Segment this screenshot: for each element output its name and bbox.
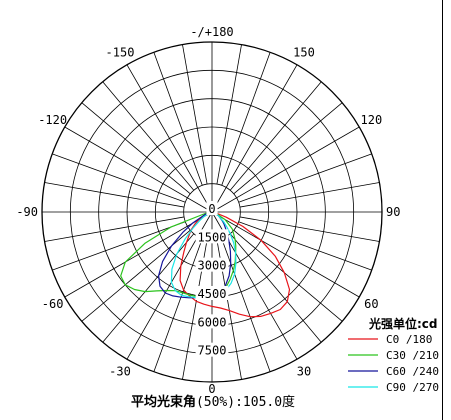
angle-label: 150 xyxy=(293,46,315,60)
angular-gridline xyxy=(153,238,203,372)
angle-label: -150 xyxy=(106,46,135,60)
beam-angle-footer: 平均光束角(50%):105.0度 xyxy=(131,394,295,410)
radial-label-bg xyxy=(195,229,229,244)
angular-gridline xyxy=(221,52,271,186)
angular-gridline xyxy=(52,153,186,203)
radial-label-bg xyxy=(195,286,229,300)
angular-gridline xyxy=(211,64,298,213)
radial-label-bg xyxy=(206,201,218,215)
radial-tick-label: 0 xyxy=(208,202,215,216)
angle-label: -120 xyxy=(38,113,67,127)
angular-gridline xyxy=(233,102,343,195)
frame-right-edge xyxy=(442,0,443,420)
radial-tick-label: 1500 xyxy=(198,230,227,244)
angular-gridline xyxy=(233,229,343,322)
angle-label: -30 xyxy=(109,364,131,378)
angular-gridline xyxy=(216,44,242,185)
angle-label: 90 xyxy=(386,205,400,219)
angular-gridline xyxy=(44,216,185,242)
angle-labels: -/+180 150 -150 120 -120 90 -90 60 -60 30 -30 0 xyxy=(16,25,400,396)
legend-entry: C0 /180 xyxy=(386,333,432,346)
angular-gridline xyxy=(52,221,186,271)
beam-angle-prefix: 平均光束角 xyxy=(131,394,196,410)
legend-entry: C60 /240 xyxy=(386,365,439,378)
angular-gridline xyxy=(239,182,380,208)
angular-gridline xyxy=(44,182,185,208)
angular-gridline xyxy=(229,233,322,343)
angle-label: -60 xyxy=(42,297,64,311)
angle-label: -90 xyxy=(16,205,38,219)
legend: 光强单位:cd C0 /180 C30 /210 C60 /240 C90 /270 xyxy=(348,316,439,394)
radial-label-bg xyxy=(195,257,229,272)
radial-tick-label: 6000 xyxy=(198,315,227,329)
radial-tick-label: 3000 xyxy=(198,259,227,273)
legend-entry: C90 /270 xyxy=(386,381,439,394)
angle-label: 120 xyxy=(361,113,383,127)
angular-gridline xyxy=(102,81,195,191)
angle-label: 0 xyxy=(208,382,215,396)
beam-angle-value: :105.0度 xyxy=(235,394,295,410)
radial-tick-label: 7500 xyxy=(198,344,227,358)
angle-label: 60 xyxy=(364,297,378,311)
angular-gridline xyxy=(81,102,191,195)
angular-gridline xyxy=(229,81,322,191)
radial-tick-label: 4500 xyxy=(198,287,227,301)
angular-gridline xyxy=(182,44,208,185)
beam-angle-percent: (50%) xyxy=(196,395,235,410)
beam-angle-text: 平均光束角(50%):105.0度 xyxy=(131,394,295,410)
angular-gridline xyxy=(221,238,271,372)
angular-gridline xyxy=(238,153,372,203)
angle-label: -/+180 xyxy=(190,25,233,39)
angular-gridline xyxy=(102,233,195,343)
angular-gridline xyxy=(64,126,213,213)
angular-gridline xyxy=(238,221,372,271)
radial-label-bg xyxy=(195,314,229,329)
radial-label-bg xyxy=(195,342,229,357)
angular-gridline xyxy=(211,211,360,298)
angular-gridline xyxy=(239,216,380,242)
angular-gridline xyxy=(153,52,203,186)
legend-title: 光强单位:cd xyxy=(368,316,438,331)
angular-gridline xyxy=(64,211,213,298)
angular-gridline xyxy=(126,64,213,213)
angle-label: 30 xyxy=(297,364,311,378)
legend-entry: C30 /210 xyxy=(386,349,439,362)
radial-tick-labels: 0 1500 3000 4500 6000 7500 xyxy=(195,201,229,358)
angular-gridline xyxy=(211,126,360,213)
